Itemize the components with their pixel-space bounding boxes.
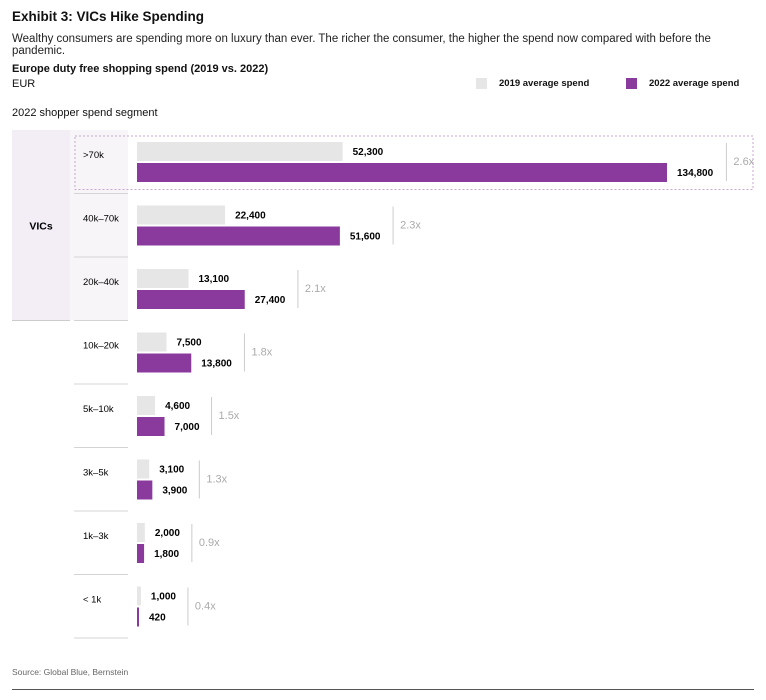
legend-swatch-2019 — [476, 78, 487, 89]
value-2022-8: 420 — [149, 613, 166, 624]
bar-2019-5 — [137, 396, 156, 415]
ratio-label-1: 2.6x — [733, 156, 754, 168]
value-2022-3: 27,400 — [255, 295, 286, 306]
ratio-label-4: 1.8x — [251, 347, 272, 359]
chart-title: Europe duty free shopping spend (2019 vs… — [12, 63, 269, 75]
value-2019-3: 13,100 — [199, 274, 230, 285]
bar-2019-7 — [137, 523, 145, 542]
category-axis-label: 2022 shopper spend segment — [12, 107, 158, 119]
bar-2022-8 — [137, 607, 139, 627]
ratio-label-8: 0.4x — [195, 601, 216, 613]
bar-2022-7 — [137, 544, 145, 563]
bar-2019-1 — [137, 142, 343, 161]
legend-2022: 2022 average spend — [626, 78, 739, 89]
category-label-6: 3k–5k — [83, 467, 109, 478]
ratio-label-5: 1.5x — [219, 410, 240, 422]
bar-2019-2 — [137, 205, 226, 225]
category-label-7: 1k–3k — [83, 531, 109, 542]
vic-group-band — [12, 130, 70, 321]
value-2019-8: 1,000 — [151, 592, 176, 603]
legend-label-2022: 2022 average spend — [649, 78, 740, 89]
bar-2019-3 — [137, 269, 189, 288]
ratio-label-6: 1.3x — [206, 474, 227, 486]
legend-2019: 2019 average spend — [476, 78, 589, 89]
value-2019-6: 3,100 — [159, 465, 184, 476]
value-2022-7: 1,800 — [154, 549, 179, 560]
value-2022-4: 13,800 — [201, 359, 232, 370]
value-2022-5: 7,000 — [175, 422, 200, 433]
category-label-1: >70k — [83, 150, 104, 161]
legend-label-2019: 2019 average spend — [499, 78, 590, 89]
legend-swatch-2022 — [626, 78, 637, 89]
value-2022-2: 51,600 — [350, 232, 381, 243]
highlight-box — [74, 135, 754, 190]
value-2019-1: 52,300 — [353, 147, 384, 158]
bar-2022-2 — [137, 226, 340, 246]
bar-2022-6 — [137, 480, 153, 500]
category-label-4: 10k–20k — [83, 340, 119, 351]
bar-2019-4 — [137, 332, 167, 352]
ratio-label-2: 2.3x — [400, 220, 421, 232]
value-2019-5: 4,600 — [165, 401, 190, 412]
bar-2022-4 — [137, 353, 192, 373]
category-label-8: < 1k — [83, 594, 101, 605]
source-note: Source: Global Blue, Bernstein — [12, 667, 129, 677]
value-2019-4: 7,500 — [176, 338, 201, 349]
category-label-5: 5k–10k — [83, 404, 114, 415]
bar-2022-1 — [137, 163, 667, 182]
bar-2022-5 — [137, 417, 165, 436]
value-2022-6: 3,900 — [162, 486, 187, 497]
value-2019-7: 2,000 — [155, 528, 180, 539]
unit-label: EUR — [12, 78, 36, 90]
bar-2022-3 — [137, 290, 245, 309]
category-label-2: 40k–70k — [83, 213, 119, 224]
ratio-label-3: 2.1x — [305, 283, 326, 295]
bar-2019-6 — [137, 459, 150, 479]
exhibit-title: Exhibit 3: VICs Hike Spending — [12, 9, 205, 24]
category-label-3: 20k–40k — [83, 277, 119, 288]
vic-group-label: VICs — [29, 220, 53, 232]
value-2022-1: 134,800 — [677, 168, 714, 179]
vic-category-band — [70, 130, 128, 321]
exhibit-subtitle: Wealthy consumers are spending more on l… — [12, 33, 711, 57]
bottom-divider — [12, 689, 754, 690]
bar-2019-8 — [137, 586, 141, 606]
ratio-label-7: 0.9x — [199, 537, 220, 549]
value-2019-2: 22,400 — [235, 211, 266, 222]
